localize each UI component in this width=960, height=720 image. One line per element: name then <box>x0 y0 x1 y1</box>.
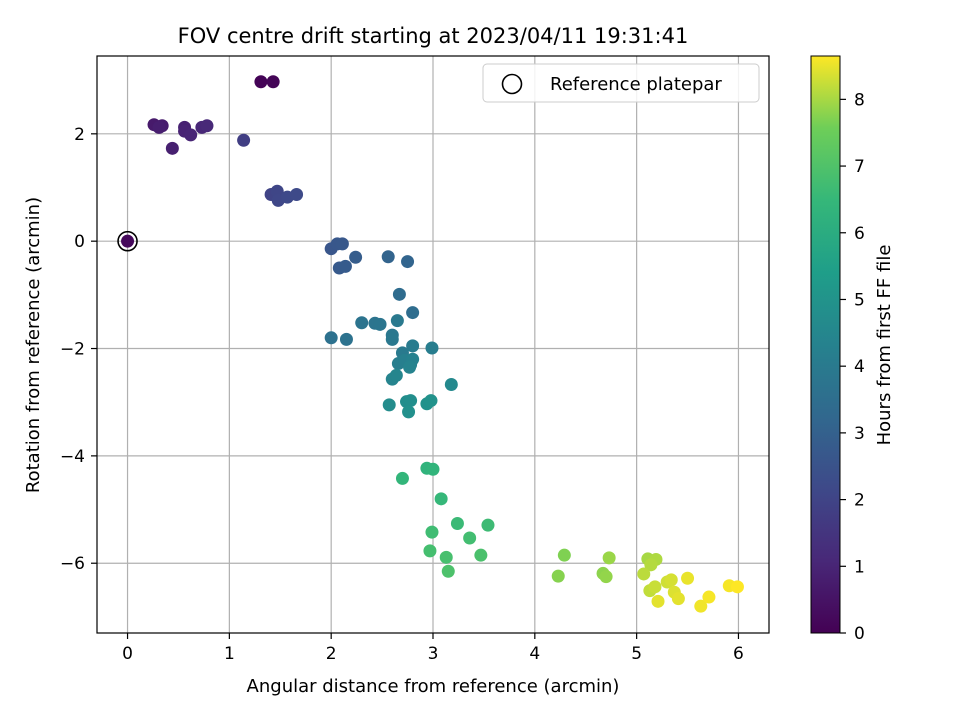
data-point <box>373 317 387 331</box>
data-point <box>402 405 416 419</box>
colorbar-tick-label: 5 <box>854 290 865 310</box>
data-point <box>423 544 437 558</box>
y-tick-label: 0 <box>74 232 85 252</box>
data-point <box>401 255 415 269</box>
legend: Reference platepar <box>482 63 760 103</box>
data-point <box>599 570 613 584</box>
y-tick-label: −2 <box>60 340 85 360</box>
data-point <box>403 360 417 374</box>
data-point <box>200 119 214 133</box>
data-point <box>474 548 488 562</box>
data-point <box>481 518 495 532</box>
colorbar-tick-label: 1 <box>854 557 865 577</box>
data-point <box>165 141 179 155</box>
colorbar-tick-label: 7 <box>854 157 865 177</box>
legend-marker-icon <box>501 73 523 95</box>
data-point <box>637 567 651 581</box>
reference-marker <box>117 230 138 252</box>
data-point <box>425 341 439 355</box>
data-point <box>681 571 695 585</box>
data-point <box>339 332 353 346</box>
data-point <box>694 599 708 613</box>
data-point <box>434 492 448 506</box>
data-point <box>602 551 616 565</box>
chart-title: FOV centre drift starting at 2023/04/11 … <box>178 24 689 48</box>
data-point <box>382 398 396 412</box>
data-point <box>425 525 439 539</box>
data-point <box>644 558 658 572</box>
x-axis-ticks: 0 1 2 3 4 5 6 <box>122 633 744 664</box>
data-point <box>385 332 399 346</box>
legend-entry-reference: Reference platepar <box>550 74 722 95</box>
data-point <box>184 128 198 142</box>
colorbar-tick-label: 8 <box>854 90 865 110</box>
data-point <box>651 594 665 608</box>
reference-platepar-marker <box>117 230 138 252</box>
y-axis-ticks: −6 −4 −2 0 2 <box>60 125 97 574</box>
data-point <box>390 314 404 328</box>
data-point <box>439 550 453 564</box>
x-tick-label: 2 <box>326 644 337 664</box>
colorbar-label: Hours from first FF file <box>874 245 895 446</box>
data-point <box>152 120 166 134</box>
data-point <box>338 259 352 273</box>
data-point <box>349 250 363 264</box>
data-point <box>406 339 420 353</box>
colorbar-tick-label: 6 <box>854 224 865 244</box>
data-points <box>121 75 744 613</box>
data-point <box>389 368 403 382</box>
legend-box <box>482 63 760 103</box>
x-tick-label: 4 <box>529 644 540 664</box>
data-point <box>551 569 565 583</box>
data-point <box>664 573 678 587</box>
data-point <box>406 306 420 320</box>
colorbar-tick-label: 3 <box>854 424 865 444</box>
data-point <box>424 394 438 408</box>
data-point <box>557 548 571 562</box>
data-point <box>404 394 418 408</box>
y-tick-label: −6 <box>60 554 85 574</box>
colorbar <box>810 55 841 634</box>
colorbar-ticks: 0 1 2 3 4 5 6 7 8 <box>840 90 865 644</box>
grid <box>97 56 769 633</box>
x-tick-label: 1 <box>224 644 235 664</box>
colorbar-tick-label: 2 <box>854 491 865 511</box>
data-point <box>426 462 440 476</box>
x-tick-label: 5 <box>631 644 642 664</box>
data-point <box>392 287 406 301</box>
x-tick-label: 0 <box>122 644 133 664</box>
data-point <box>381 250 395 264</box>
x-tick-label: 3 <box>428 644 439 664</box>
data-point <box>266 75 280 89</box>
data-point <box>290 187 304 201</box>
y-tick-label: 2 <box>74 125 85 145</box>
data-point <box>702 590 716 604</box>
data-point <box>671 592 685 606</box>
x-tick-label: 6 <box>733 644 744 664</box>
data-point <box>121 234 135 248</box>
y-axis-label: Rotation from reference (arcmin) <box>23 197 44 493</box>
data-point <box>444 377 458 391</box>
x-axis-label: Angular distance from reference (arcmin) <box>247 676 620 697</box>
data-point <box>730 580 744 594</box>
data-point <box>237 133 251 147</box>
data-point <box>648 580 662 594</box>
data-point <box>441 564 455 578</box>
data-point <box>324 331 338 345</box>
data-point <box>395 471 409 485</box>
data-point <box>335 237 349 251</box>
data-point <box>254 75 268 89</box>
data-point <box>463 531 477 545</box>
colorbar-tick-label: 4 <box>854 357 865 377</box>
colorbar-tick-label: 0 <box>854 624 865 644</box>
data-point <box>450 517 464 531</box>
data-point <box>355 316 369 330</box>
y-tick-label: −4 <box>60 447 85 467</box>
